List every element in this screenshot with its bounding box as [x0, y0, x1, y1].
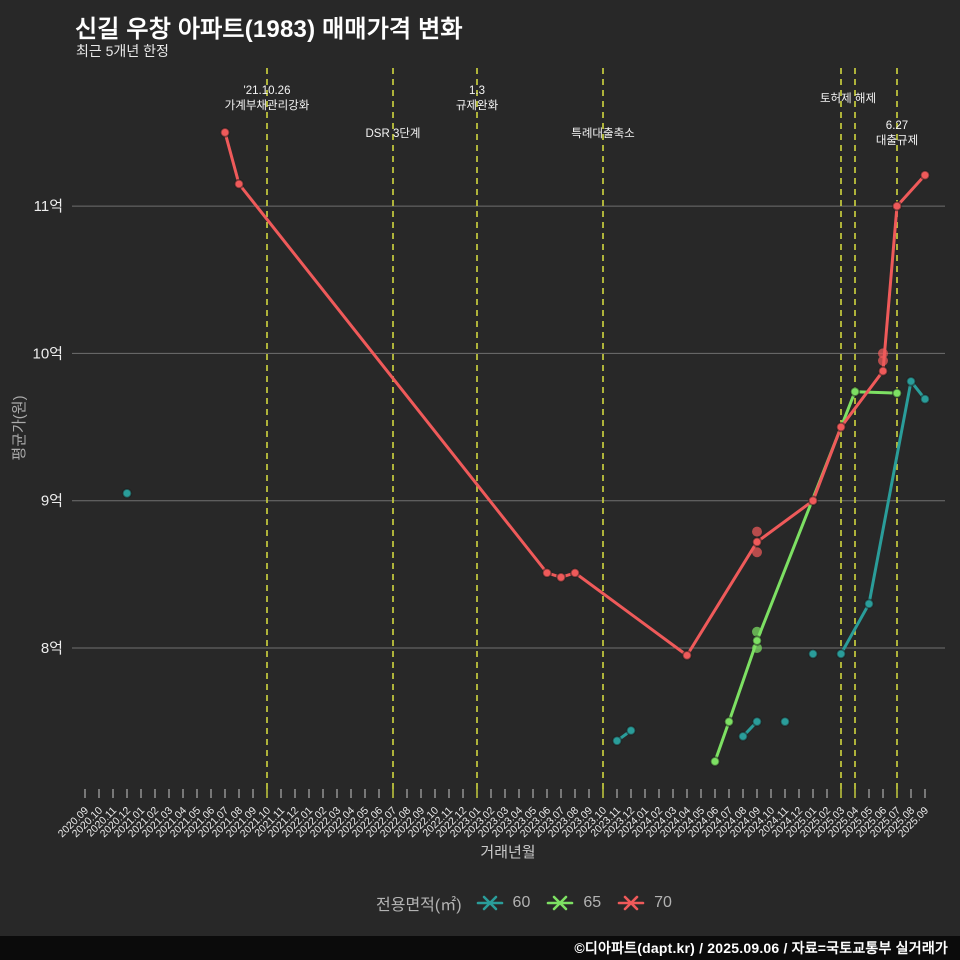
legend-item-65[interactable]: 65: [546, 894, 601, 912]
data-point[interactable]: [849, 386, 861, 397]
series-60: [121, 376, 931, 746]
data-point[interactable]: [709, 756, 721, 767]
series-line: [839, 379, 927, 656]
data-point[interactable]: [905, 376, 917, 387]
data-point[interactable]: [891, 387, 903, 399]
data-point[interactable]: [121, 488, 133, 499]
legend-item-70[interactable]: 70: [617, 894, 672, 912]
legend-item-label: 70: [654, 894, 672, 911]
y-tick-label: 10억: [33, 345, 64, 362]
data-point[interactable]: [569, 567, 581, 579]
data-point[interactable]: [737, 731, 749, 742]
footer-credit: ©디아파트(dapt.kr) / 2025.09.06 / 자료=국토교통부 실…: [0, 936, 960, 960]
data-point[interactable]: [877, 365, 889, 377]
data-point[interactable]: [891, 200, 903, 212]
data-point[interactable]: [541, 567, 553, 579]
event-label: 토허제 해제: [820, 92, 876, 105]
x-axis-title: 거래년월: [480, 844, 536, 861]
data-point[interactable]: [219, 127, 231, 138]
transaction-dot[interactable]: [752, 526, 762, 537]
y-tick-label: 11억: [34, 198, 63, 215]
data-point[interactable]: [807, 648, 819, 660]
legend-item-label: 60: [512, 894, 531, 911]
data-point[interactable]: [835, 648, 847, 660]
y-tick-label: 9억: [41, 493, 63, 510]
event-label: '21.10.26: [244, 85, 291, 97]
data-point[interactable]: [751, 536, 763, 548]
data-point[interactable]: [779, 716, 791, 727]
y-axis-title: 평균가(원): [11, 395, 28, 461]
event-label: 규제완화: [456, 99, 499, 112]
data-point[interactable]: [919, 393, 931, 405]
event-label: DSR 3단계: [365, 127, 420, 140]
chart-subtitle: 최근 5개년 한정: [76, 43, 169, 59]
data-point[interactable]: [807, 495, 819, 506]
legend-marker-icon: [547, 895, 574, 911]
data-point[interactable]: [835, 421, 847, 433]
legend-item-label: 65: [583, 894, 602, 911]
data-point[interactable]: [625, 725, 637, 736]
data-point[interactable]: [919, 169, 931, 181]
data-point[interactable]: [751, 635, 763, 646]
legend-item-60[interactable]: 60: [476, 894, 531, 912]
data-point[interactable]: [681, 650, 693, 661]
event-label: 특례대출축소: [571, 127, 634, 140]
transaction-dot[interactable]: [752, 547, 762, 558]
data-point[interactable]: [555, 572, 567, 583]
data-point[interactable]: [863, 598, 875, 610]
event-label: 6.27: [886, 120, 908, 132]
data-point[interactable]: [723, 716, 735, 727]
legend-marker-icon: [617, 895, 645, 911]
event-label: 대출규제: [876, 134, 918, 147]
event-label: 가계부채관리강화: [225, 99, 310, 112]
data-point[interactable]: [233, 178, 245, 190]
legend-title: 전용면적(㎡): [376, 897, 462, 914]
series-70: [219, 127, 931, 661]
y-tick-label: 8억: [41, 640, 63, 657]
data-point[interactable]: [611, 735, 623, 746]
series-line: [223, 130, 927, 657]
data-point[interactable]: [751, 716, 763, 727]
series-line: [713, 390, 899, 763]
legend: 전용면적(㎡) 60 65 70: [376, 889, 672, 917]
legend-marker-icon: [476, 895, 503, 911]
chart-title: 신길 우창 아파트(1983) 매매가격 변화: [75, 16, 463, 43]
event-label: 1.3: [469, 85, 485, 97]
